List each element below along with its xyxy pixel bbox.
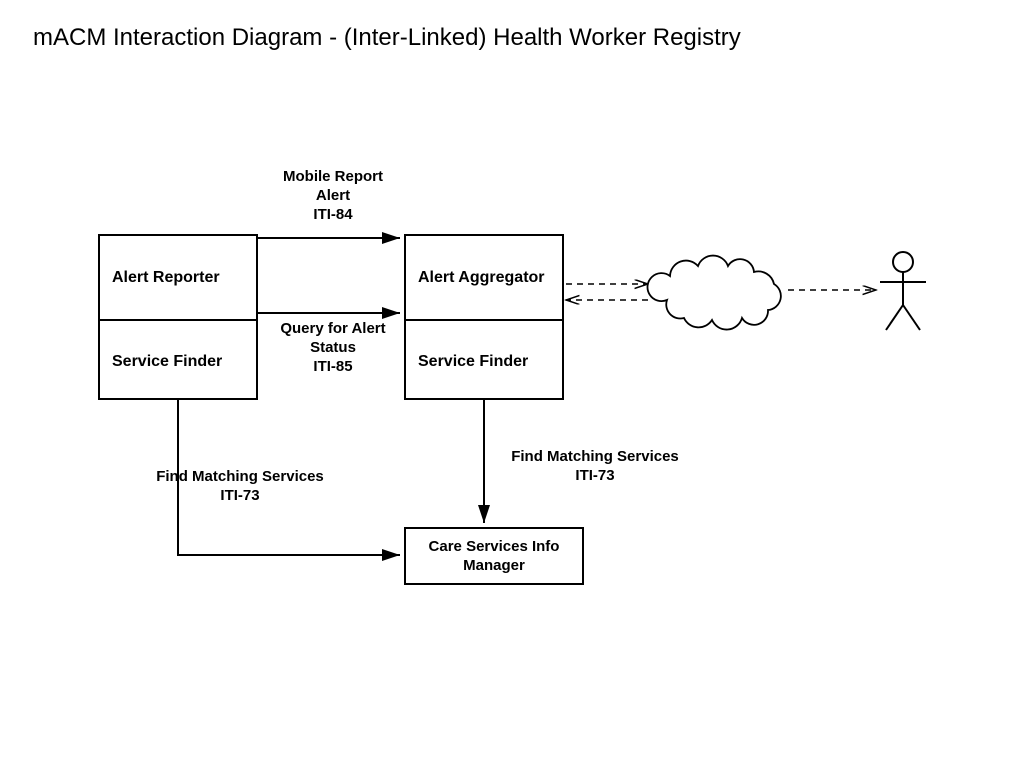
node-bottom: Care Services Info Manager bbox=[404, 527, 584, 585]
node-left-top: Alert Reporter bbox=[100, 236, 256, 319]
node-right-bottom-label: Service Finder bbox=[418, 353, 528, 371]
edge-label-iti84: Mobile ReportAlertITI-84 bbox=[278, 168, 388, 224]
page-title: mACM Interaction Diagram - (Inter-Linked… bbox=[33, 24, 741, 52]
node-right-top-label: Alert Aggregator bbox=[418, 269, 545, 287]
human-icon bbox=[880, 252, 926, 330]
edge-label-iti85: Query for AlertStatusITI-85 bbox=[278, 320, 388, 376]
node-left-bottom: Service Finder bbox=[100, 319, 256, 402]
node-right: Alert Aggregator Service Finder bbox=[404, 234, 564, 400]
node-right-bottom: Service Finder bbox=[406, 319, 562, 402]
edge-label-iti73-left: Find Matching ServicesITI-73 bbox=[140, 468, 340, 506]
node-left-top-label: Alert Reporter bbox=[112, 269, 220, 287]
node-bottom-label: Care Services Info Manager bbox=[406, 537, 582, 576]
node-right-top: Alert Aggregator bbox=[406, 236, 562, 319]
node-left: Alert Reporter Service Finder bbox=[98, 234, 258, 400]
node-left-bottom-label: Service Finder bbox=[112, 353, 222, 371]
edge-label-iti73-right: Find Matching ServicesITI-73 bbox=[495, 448, 695, 486]
cloud-label: Relay alertto human bbox=[680, 278, 766, 316]
